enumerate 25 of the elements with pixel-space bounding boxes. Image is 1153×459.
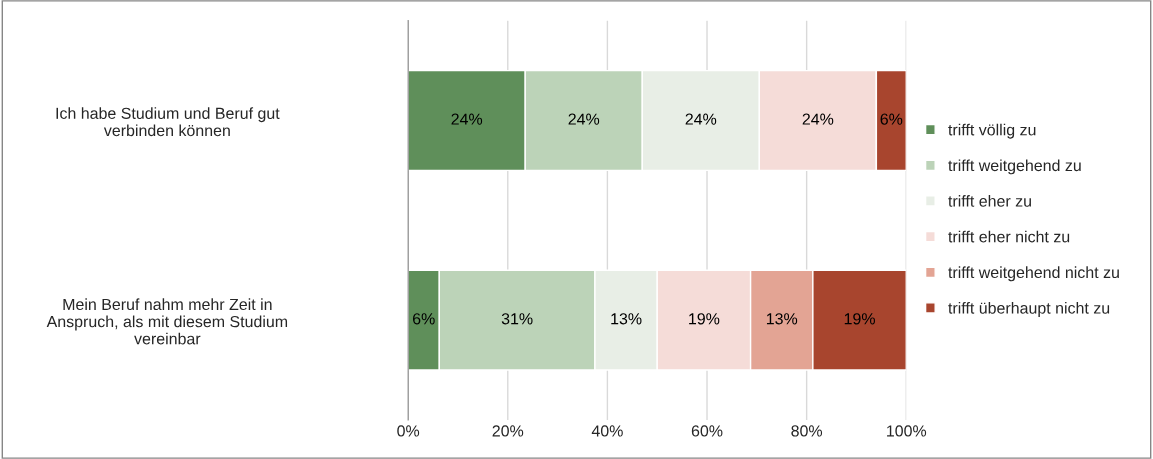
data-label: 6% [413,313,435,325]
data-label: 19% [844,313,875,325]
data-label: 19% [689,313,720,325]
x-tick-label: 80% [791,425,823,437]
data-label: 13% [611,313,642,325]
y-tick-label: Ich habe Studium und Beruf gut verbinden können [56,107,280,137]
x-tick-label: 40% [591,425,623,437]
data-label: 13% [766,313,798,325]
x-tick-label: 0% [397,425,420,437]
x-tick-label: 60% [691,425,723,437]
data-label: 24% [568,113,600,125]
legend-label: trifft eher nicht zu [948,230,1070,243]
legend-label: trifft völlig zu [948,123,1036,139]
legend-label: trifft weitgehend zu [948,159,1081,175]
legend-label: trifft eher zu [948,195,1031,207]
x-tick-label: 20% [492,425,524,437]
data-label: 6% [880,113,903,125]
data-label: 24% [451,113,483,125]
data-label: 31% [501,313,533,325]
data-label: 24% [685,113,717,125]
legend-label: trifft überhaupt nicht zu [948,302,1110,317]
data-label: 24% [802,113,834,125]
legend-label: trifft weitgehend nicht zu [948,266,1119,282]
y-tick-label: Mein Beruf nahm mehr Zeit in Anspruch, als mit diesem Studium vereinbar [46,298,288,345]
x-tick-label: 100% [887,425,927,437]
